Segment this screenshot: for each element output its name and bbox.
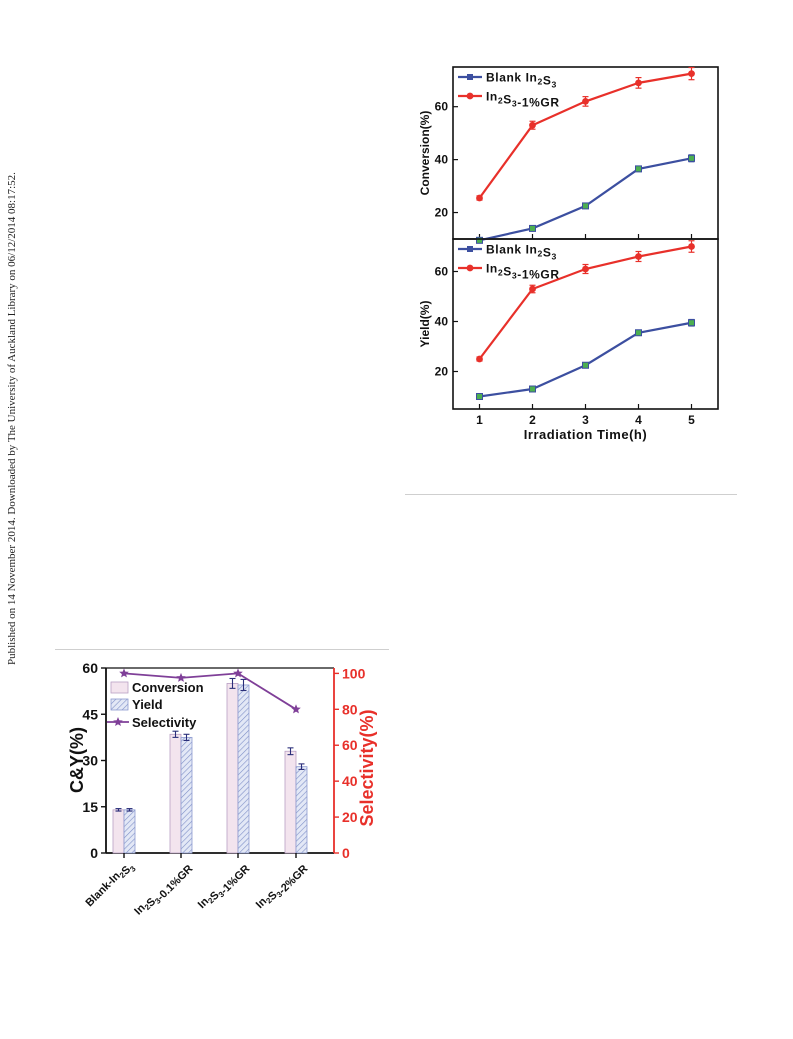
y-tick-label: 60 [82, 660, 98, 676]
series-line-2 [478, 245, 692, 360]
y-tick-label: 40 [435, 315, 449, 329]
series-line-1 [479, 157, 692, 242]
legend-label: Conversion [132, 680, 204, 695]
data-point [582, 202, 589, 210]
legend-marker [466, 92, 474, 100]
x-tick-label: 4 [635, 413, 642, 427]
data-point [688, 319, 695, 327]
x-tick-label: 1 [476, 413, 483, 427]
data-point [635, 165, 642, 173]
x-tick-label: In2S3-2%GR [254, 859, 311, 916]
data-point [688, 243, 695, 250]
data-point [529, 224, 536, 232]
data-point [529, 121, 536, 129]
y2-tick-label: 40 [342, 773, 358, 789]
divider-right [405, 494, 737, 495]
y-tick-label: 0 [90, 845, 98, 861]
data-point [476, 236, 483, 244]
bar-yield [180, 736, 193, 854]
x-tick-label: In2S3-1%GR [196, 859, 253, 916]
bar-conversion [284, 750, 297, 854]
legend-swatch-yield [110, 698, 129, 711]
y-tick-label: 30 [82, 753, 98, 769]
series-line-1 [479, 321, 692, 398]
data-point [635, 79, 642, 87]
y2-tick-label: 20 [342, 809, 358, 825]
data-point [582, 361, 589, 369]
y-tick-label: 20 [435, 206, 449, 220]
y-axis-label: Yield(%) [418, 301, 432, 348]
data-point [582, 265, 589, 273]
x-tick-label: In2S3-0.1%GR [132, 859, 195, 922]
x-tick-label: 2 [529, 413, 536, 427]
legend-label: In2S3-1%GR [486, 262, 560, 282]
bar-conversion [112, 809, 125, 854]
x-tick-label: 5 [688, 413, 695, 427]
y-tick-label: 20 [435, 365, 449, 379]
yield-chart: 20 40 60 1 2 3 4 5 Yield(%) Irradiation Time(h) Bl… [418, 238, 719, 442]
y-axis-label: C&Y(%) [67, 727, 87, 793]
y-axis-label: Conversion(%) [418, 111, 432, 196]
legend-label: Blank In2S3 [486, 243, 557, 262]
selectivity-point [176, 672, 186, 682]
selectivity-point [291, 704, 301, 714]
y2-tick-label: 0 [342, 845, 350, 861]
legend-marker [467, 74, 473, 80]
data-point [635, 329, 642, 337]
y-tick-label: 45 [82, 706, 98, 722]
legend-label: Blank In2S3 [486, 71, 557, 90]
legend-label: In2S3-1%GR [486, 90, 560, 110]
selectivity-line [123, 672, 297, 711]
legend-label: Yield [132, 697, 163, 712]
data-point [529, 285, 536, 293]
bar-yield [123, 809, 136, 854]
selectivity-bar-chart: 0 15 30 45 60 0 20 40 60 80 100 C&Y(%) Selectivity(%… [67, 660, 377, 922]
bar-yield [237, 684, 250, 854]
x-tick-label: Blank-In2S3 [84, 858, 139, 913]
legend-marker-selectivity [113, 717, 123, 726]
y2-tick-label: 60 [342, 737, 358, 753]
bar-yield [295, 766, 308, 854]
data-point [688, 70, 695, 78]
y2-axis-label: Selectivity(%) [357, 709, 377, 826]
divider-left [55, 649, 389, 650]
legend-swatch-conversion [110, 681, 129, 694]
data-point [476, 393, 483, 400]
y-tick-label: 60 [435, 100, 449, 114]
y-tick-label: 15 [82, 799, 98, 815]
data-point [529, 385, 536, 393]
y-tick-label: 40 [435, 153, 449, 167]
data-point [582, 98, 589, 105]
data-point [476, 194, 483, 202]
data-point [688, 154, 695, 162]
selectivity-point [119, 668, 129, 678]
x-axis-label: Irradiation Time(h) [524, 427, 647, 442]
data-point [635, 253, 642, 260]
bar-conversion [226, 683, 239, 854]
legend-label: Selectivity [132, 715, 197, 730]
legend-marker [467, 246, 473, 252]
selectivity-point [233, 668, 243, 678]
data-point [476, 355, 483, 363]
legend-marker [466, 264, 474, 272]
bar-conversion [169, 733, 182, 854]
y-tick-label: 60 [435, 265, 449, 279]
y2-tick-label: 100 [342, 665, 366, 681]
x-tick-label: 3 [582, 413, 589, 427]
y2-tick-label: 80 [342, 701, 358, 717]
